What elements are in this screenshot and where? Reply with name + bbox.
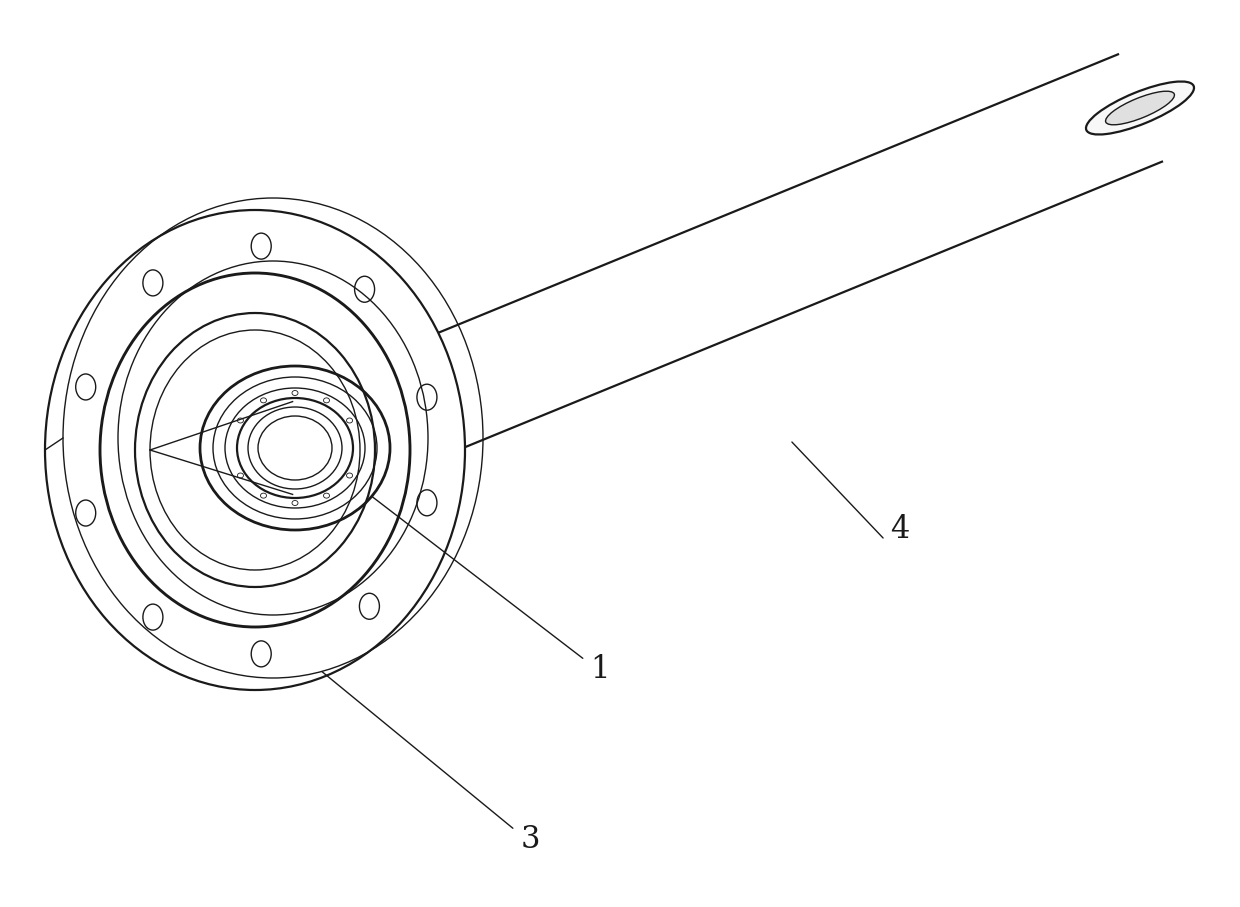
Text: 1: 1: [590, 655, 610, 686]
Text: 4: 4: [890, 514, 910, 545]
Text: 3: 3: [521, 824, 539, 855]
Ellipse shape: [1106, 92, 1174, 125]
Ellipse shape: [45, 210, 465, 690]
Ellipse shape: [1086, 82, 1194, 134]
